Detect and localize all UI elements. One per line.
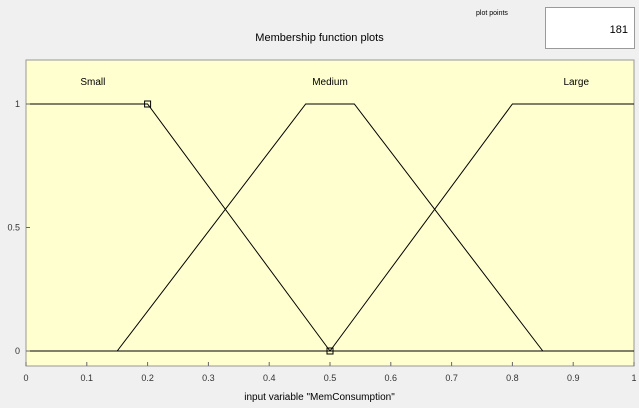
mf-label-medium: Medium (312, 77, 348, 88)
x-tick-label: 0.1 (81, 373, 94, 383)
plot-points-input[interactable]: 181 (545, 7, 635, 49)
mf-line-large[interactable] (329, 103, 634, 352)
y-tick-label: 0.5 (7, 223, 20, 233)
selected-vertex-marker[interactable] (326, 347, 334, 355)
x-tick-label: 0.5 (324, 373, 337, 383)
mf-line-small[interactable] (26, 103, 331, 352)
mf-label-large: Large (563, 77, 589, 88)
y-tick-label: 1 (15, 99, 20, 109)
plot-area (25, 59, 635, 367)
x-tick-label: 0.2 (141, 373, 154, 383)
plot-title: Membership function plots (255, 32, 384, 44)
x-tick-label: 0.7 (445, 373, 458, 383)
x-tick-label: 0.8 (506, 373, 519, 383)
x-tick-label: 1 (631, 373, 636, 383)
mf-label-small: Small (80, 77, 105, 88)
x-axis-label: input variable "MemConsumption" (244, 392, 395, 403)
x-tick-label: 0.3 (202, 373, 215, 383)
x-tick-label: 0.9 (567, 373, 580, 383)
plot-points-label: plot points (476, 10, 508, 17)
x-tick-label: 0 (23, 373, 28, 383)
x-tick-label: 0.6 (385, 373, 398, 383)
mf-line-medium[interactable] (116, 103, 544, 352)
selected-vertex-marker[interactable] (144, 100, 152, 108)
x-tick-label: 0.4 (263, 373, 276, 383)
y-tick-label: 0 (15, 346, 20, 356)
